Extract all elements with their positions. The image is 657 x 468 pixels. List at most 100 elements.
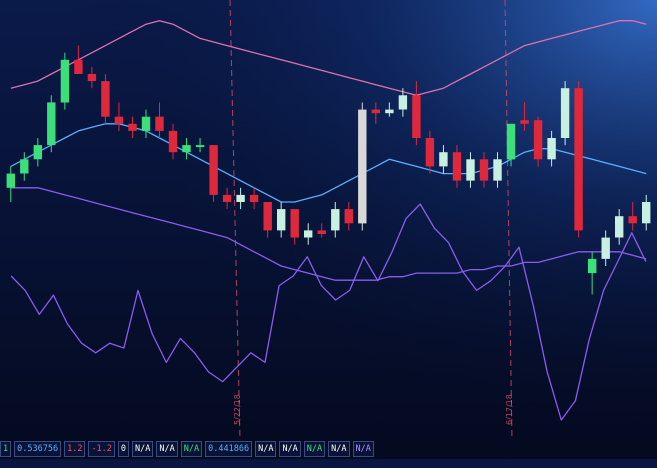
candle — [155, 102, 164, 138]
candle — [479, 152, 489, 188]
candle — [588, 251, 597, 295]
candle — [601, 230, 610, 266]
candle — [33, 138, 42, 167]
candle-body — [466, 159, 475, 181]
candle-body — [506, 123, 516, 160]
readout-value: 0 — [117, 441, 130, 457]
candle-body — [331, 209, 340, 231]
candle — [74, 45, 83, 74]
candle-body — [547, 138, 556, 160]
candle-body — [155, 116, 164, 131]
bollinger-upper-line — [10, 20, 647, 96]
candle-body — [452, 152, 462, 181]
candle — [398, 88, 408, 117]
candle-body — [601, 237, 610, 259]
candle — [344, 202, 353, 231]
candle — [114, 102, 124, 131]
candle-body — [479, 159, 489, 181]
candles — [6, 45, 651, 295]
candle-body — [358, 109, 367, 224]
readout-value: N/A — [255, 441, 277, 457]
candle-body — [574, 88, 583, 231]
vertical-marker-2 — [504, 0, 513, 441]
candle-body — [533, 120, 543, 160]
candle — [195, 138, 205, 153]
candle — [628, 202, 637, 231]
candle — [87, 66, 97, 89]
oscillator-line — [10, 203, 647, 421]
candle — [466, 152, 475, 188]
candle-body — [615, 216, 624, 238]
candle — [277, 202, 286, 238]
candle-body — [60, 59, 70, 103]
readout-value: N/A — [303, 441, 326, 457]
candle — [20, 152, 29, 181]
candle-body — [101, 81, 110, 117]
candle-body — [385, 109, 394, 114]
readout-value: 1 — [0, 441, 12, 457]
candle — [493, 152, 502, 188]
candle-body — [168, 130, 178, 153]
candle-body — [263, 202, 272, 231]
readout-value: N/A — [156, 441, 178, 457]
bottom-strip — [0, 459, 657, 468]
candle-body — [412, 95, 421, 138]
candle — [642, 194, 651, 231]
candle-body — [317, 230, 326, 234]
candle-body — [642, 202, 651, 224]
readout-value: 0.536756 — [14, 441, 62, 457]
candle — [358, 102, 367, 231]
candle — [439, 145, 448, 174]
candle-body — [182, 145, 191, 153]
candle-body — [371, 109, 380, 114]
candle-body — [33, 145, 42, 160]
bollinger-lower-line — [10, 187, 647, 281]
candle-body — [47, 102, 56, 146]
indicator-readout: 1 0.536756 1.2 -1.2 0 N/A N/A N/A 0.4418… — [0, 440, 657, 458]
candle — [331, 202, 340, 238]
candle — [60, 52, 70, 110]
candle — [168, 123, 178, 160]
candle-body — [6, 173, 15, 188]
candle-body — [195, 145, 205, 148]
candle-body — [398, 95, 408, 110]
candle — [506, 123, 516, 167]
candle — [6, 166, 15, 202]
candle — [371, 102, 380, 124]
candle — [101, 74, 110, 124]
candle-body — [20, 159, 29, 174]
candle — [317, 223, 326, 238]
readout-value: N/A — [132, 441, 154, 457]
candle-body — [141, 116, 151, 131]
candle-body — [304, 230, 313, 238]
candle-body — [87, 74, 97, 82]
candle — [412, 81, 421, 146]
candle-body — [588, 258, 597, 274]
candle-body — [628, 216, 637, 224]
vertical-marker-1 — [229, 0, 241, 441]
candle-body — [277, 209, 286, 231]
readout-value: N/A — [180, 441, 203, 457]
x-label-1: 5/22/18 — [233, 394, 242, 425]
candle — [141, 109, 151, 138]
candle — [533, 116, 543, 167]
candle — [560, 81, 570, 146]
candle — [236, 187, 245, 210]
readout-value: -1.2 — [88, 441, 115, 457]
candle-body — [209, 145, 218, 195]
candle-body — [425, 138, 435, 167]
candle — [547, 130, 556, 167]
candle-body — [344, 209, 353, 224]
candle — [249, 187, 259, 210]
readout-value: 0.441866 — [205, 441, 253, 457]
candle-body — [222, 194, 232, 202]
readout-value: N/A — [279, 441, 301, 457]
candle-body — [236, 194, 245, 202]
candle — [304, 223, 313, 245]
candle — [520, 102, 529, 131]
candle — [128, 116, 137, 138]
candle — [452, 145, 462, 188]
